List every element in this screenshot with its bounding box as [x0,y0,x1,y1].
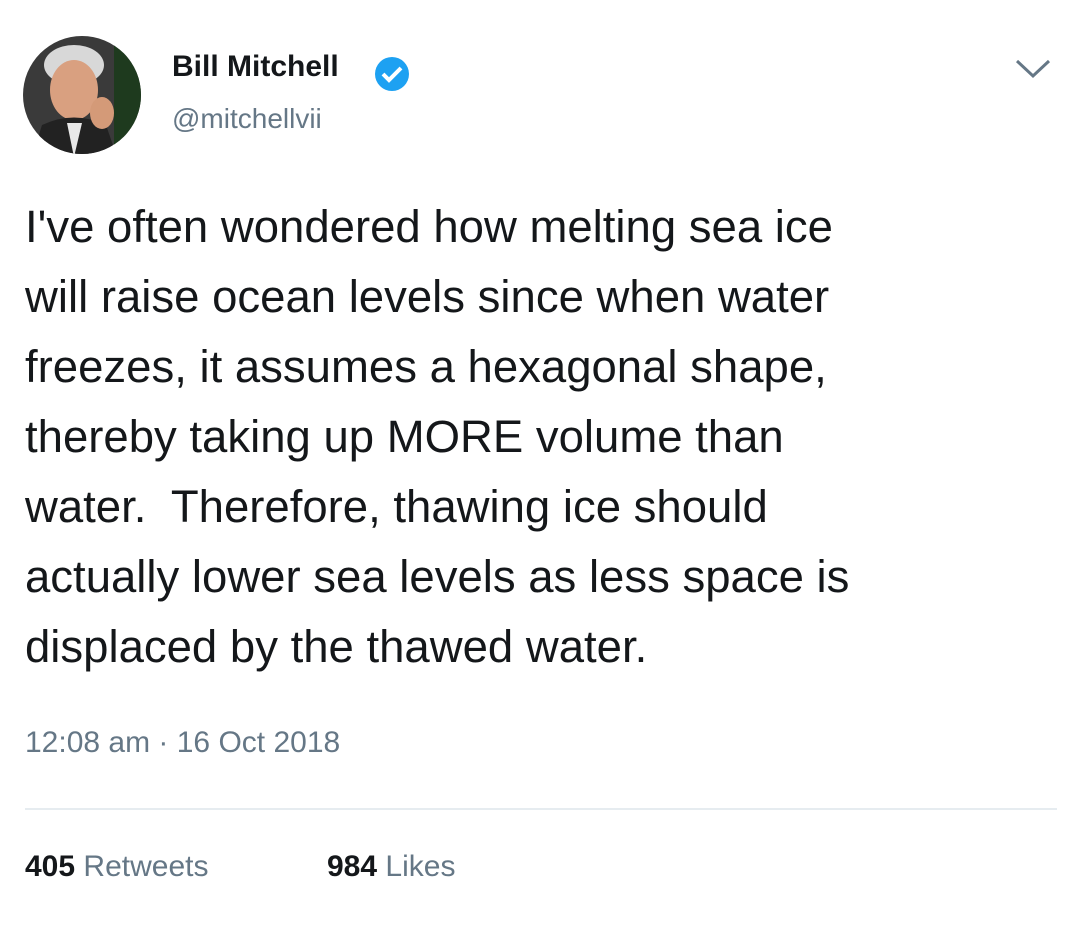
tweet-line: displaced by the thawed water. [25,621,648,672]
user-name[interactable]: Bill Mitchell [172,50,339,83]
tweet-line: I've often wondered how melting sea ice [25,201,833,252]
timestamp[interactable]: 12:08 am · 16 Oct 2018 [25,726,341,759]
tweet-line: will raise ocean levels since when water [25,271,830,322]
tweet-line: water. Therefore, thawing ice should [25,481,768,532]
tweet-line: actually lower sea levels as less space … [25,551,850,602]
verified-badge [375,57,409,91]
like-label: Likes [385,850,456,883]
retweets[interactable]: 405 Retweets [25,850,208,884]
tweet-line: freezes, it assumes a hexagonal shape, [25,341,827,392]
divider [25,808,1057,810]
likes[interactable]: 984 Likes [327,850,455,884]
retweet-count: 405 [25,850,76,883]
avatar[interactable] [22,35,144,157]
menu-chevron[interactable] [1013,55,1053,81]
retweet-label: Retweets [83,850,209,883]
tweet-line: thereby taking up MORE volume than [25,411,784,462]
user-handle[interactable]: @mitchellvii [172,103,322,134]
like-count: 984 [327,850,378,883]
